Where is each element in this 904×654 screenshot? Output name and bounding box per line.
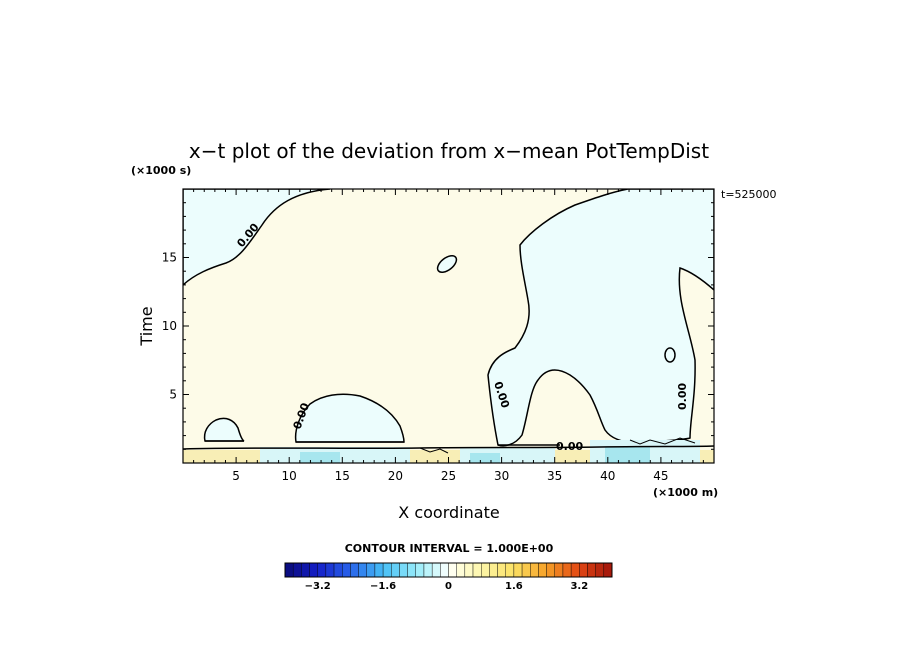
colorbar-segment [595, 562, 605, 578]
y-tick-labels: 5 10 15 [162, 251, 177, 402]
colorbar-segment [309, 562, 318, 578]
colorbar-segment [358, 562, 367, 578]
contour-label: 0.00 [556, 440, 583, 453]
colorbar-segment [489, 562, 498, 578]
surface-cool-band [300, 452, 340, 463]
negative-region [203, 417, 245, 442]
x-axis-label: X coordinate [398, 503, 499, 522]
y-tick-label: 10 [162, 319, 177, 333]
colorbar-segment [292, 562, 302, 578]
colorbar-segment [562, 562, 572, 578]
chart-title: x−t plot of the deviation from x−mean Po… [189, 139, 709, 163]
time-annotation: t=525000 [721, 188, 777, 201]
colorbar-segment [505, 562, 515, 578]
contour-label: 0.00 [676, 383, 689, 410]
x-axis-unit: (×1000 m) [653, 486, 718, 499]
colorbar [284, 562, 613, 578]
x-tick-label: 25 [441, 469, 456, 483]
colorbar-tick-label: 3.2 [570, 581, 588, 592]
colorbar-frame [284, 562, 613, 578]
colorbar-segment [382, 562, 392, 578]
zero-contour-line [205, 440, 560, 446]
colorbar-tick-label: −3.2 [305, 581, 331, 592]
axis-ticks [183, 189, 714, 463]
y-axis-label: Time [137, 306, 156, 346]
y-tick-label: 15 [162, 251, 177, 265]
colorbar-tick-label: 0 [445, 581, 452, 592]
colorbar-segment [587, 562, 596, 578]
negative-region [294, 393, 405, 443]
x-tick-label: 20 [388, 469, 403, 483]
zero-contour-line [183, 445, 714, 450]
negative-cell [664, 347, 676, 363]
colorbar-segment [546, 562, 555, 578]
colorbar-segment [374, 562, 384, 578]
colorbar-segment [538, 562, 547, 578]
colorbar-segment [391, 562, 400, 578]
colorbar-segment [464, 562, 474, 578]
x-tick-label: 35 [547, 469, 562, 483]
colorbar-segment [481, 562, 490, 578]
colorbar-segment [342, 562, 351, 578]
colorbar-segment [579, 562, 588, 578]
colorbar-segment [456, 562, 466, 578]
negative-cell [436, 254, 458, 274]
surface-cool-band [605, 447, 650, 463]
colorbar-segment [333, 562, 343, 578]
surface-cool-band [470, 453, 500, 463]
colorbar-segment [570, 562, 580, 578]
contour-interval-label: CONTOUR INTERVAL = 1.000E+00 [345, 542, 554, 555]
colorbar-segment [440, 562, 449, 578]
negative-region [487, 189, 714, 447]
colorbar-segment [317, 562, 327, 578]
x-tick-labels: 5 10 15 20 25 30 35 40 45 [232, 469, 668, 483]
colorbar-segment [448, 562, 457, 578]
colorbar-segment [521, 562, 531, 578]
y-tick-label: 5 [169, 388, 177, 402]
field-plot [183, 189, 714, 463]
colorbar-segment [472, 562, 482, 578]
colorbar-segment [530, 562, 539, 578]
x-tick-label: 15 [335, 469, 350, 483]
negative-region [183, 189, 331, 287]
colorbar-segment [350, 562, 359, 578]
colorbar-segment [415, 562, 425, 578]
x-tick-label: 30 [494, 469, 509, 483]
colorbar-tick-label: 1.6 [505, 581, 523, 592]
colorbar-segment [423, 562, 433, 578]
x-tick-label: 5 [232, 469, 240, 483]
colorbar-segment [325, 562, 335, 578]
x-tick-label: 40 [600, 469, 615, 483]
x-tick-label: 10 [282, 469, 297, 483]
colorbar-segment [407, 562, 417, 578]
colorbar-tick-labels: −3.2 −1.6 0 1.6 3.2 [305, 581, 589, 592]
colorbar-segment [497, 562, 506, 578]
colorbar-segment [603, 562, 613, 578]
colorbar-segment [366, 562, 376, 578]
colorbar-tick-label: −1.6 [370, 581, 396, 592]
colorbar-segment [554, 562, 564, 578]
colorbar-segment [399, 562, 408, 578]
small-contour-line [419, 437, 696, 454]
x-tick-label: 45 [653, 469, 668, 483]
colorbar-segment [301, 562, 310, 578]
colorbar-segment [431, 562, 441, 578]
y-axis-unit: (×1000 s) [131, 164, 191, 177]
colorbar-segment [513, 562, 523, 578]
colorbar-segment [284, 562, 294, 578]
